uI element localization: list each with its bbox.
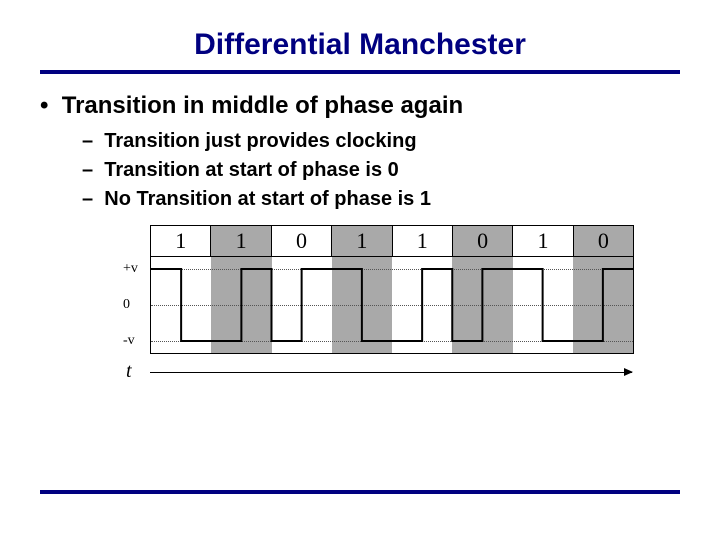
title-underline — [40, 70, 680, 74]
encoding-diagram: 11011010 +v 0 -v t — [120, 225, 680, 390]
footer-rule — [40, 490, 680, 494]
waveform-svg — [151, 257, 633, 353]
bit-cell: 1 — [332, 226, 392, 256]
bit-cell: 1 — [211, 226, 271, 256]
bullet2a-text: Transition just provides clocking — [104, 130, 416, 152]
bit-cell: 1 — [151, 226, 211, 256]
bit-header-row: 11011010 — [150, 225, 634, 256]
bullet-level2-c: – No Transition at start of phase is 1 — [82, 188, 680, 211]
bit-cell: 1 — [393, 226, 453, 256]
slide-title: Differential Manchester — [40, 28, 680, 62]
bullet-level2-b: – Transition at start of phase is 0 — [82, 159, 680, 182]
time-axis-label: t — [126, 360, 132, 383]
waveform-area: +v 0 -v — [150, 256, 634, 354]
bullet2b-text: Transition at start of phase is 0 — [104, 159, 399, 181]
bullet-level2-a: – Transition just provides clocking — [82, 130, 680, 153]
bit-cell: 0 — [453, 226, 513, 256]
ylabel-high: +v — [123, 261, 138, 277]
bit-cell: 1 — [513, 226, 573, 256]
bullet-level1: • Transition in middle of phase again — [40, 92, 680, 120]
ylabel-low: -v — [123, 333, 135, 349]
bit-cell: 0 — [272, 226, 332, 256]
bullet1-text: Transition in middle of phase again — [62, 92, 463, 119]
bit-cell: 0 — [574, 226, 633, 256]
waveform-path — [151, 269, 633, 341]
ylabel-mid: 0 — [123, 297, 130, 313]
time-axis-arrow — [150, 372, 632, 373]
bullet2c-text: No Transition at start of phase is 1 — [104, 188, 431, 210]
